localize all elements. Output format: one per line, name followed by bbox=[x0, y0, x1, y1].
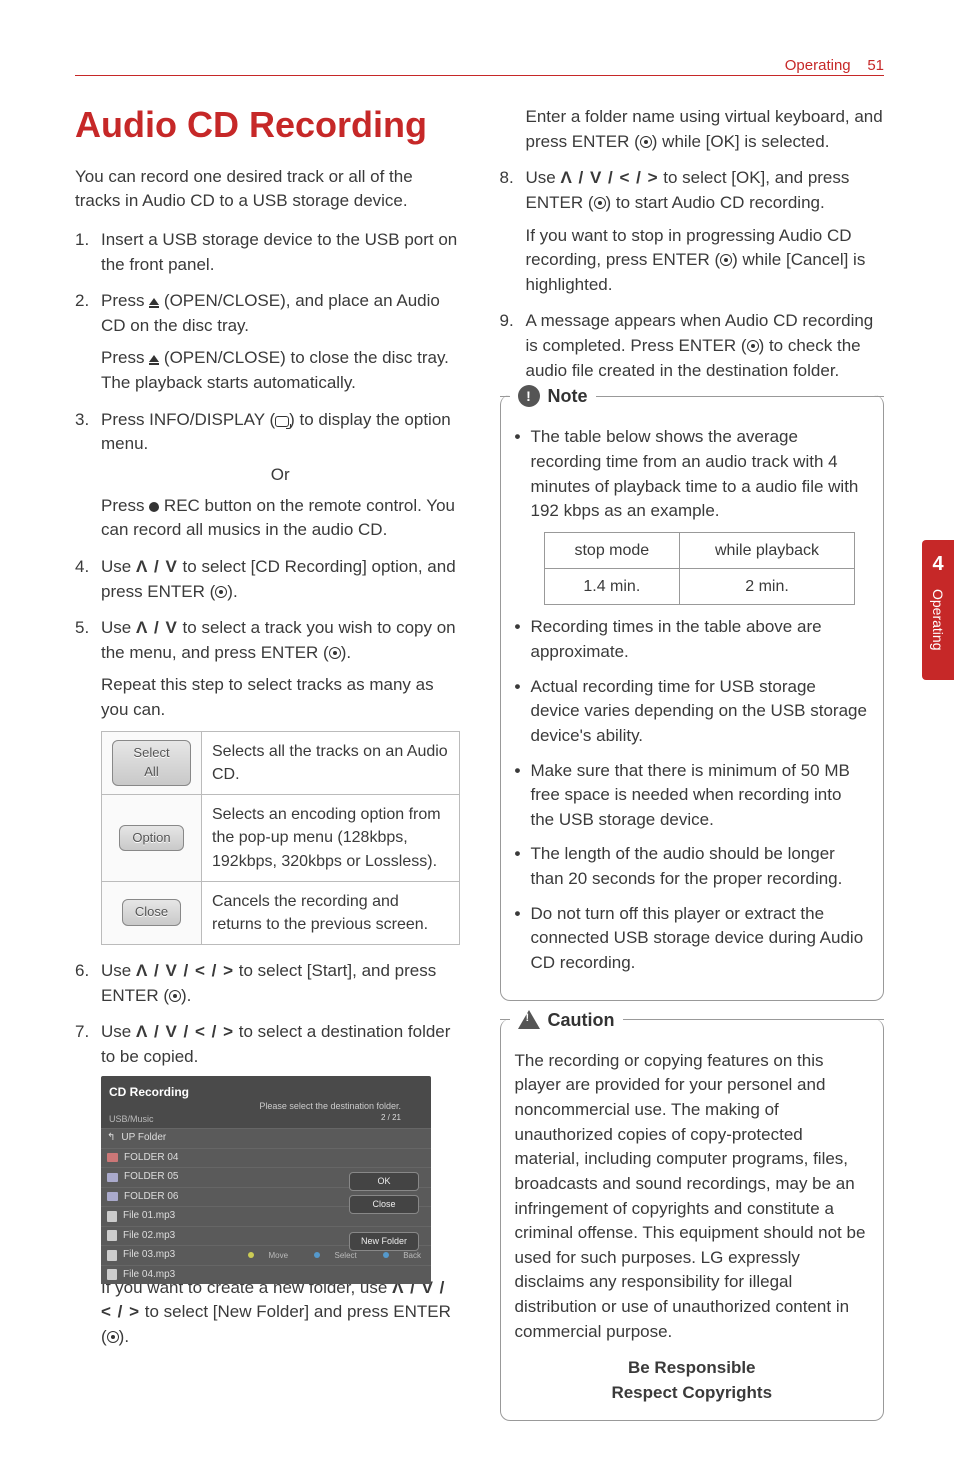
side-tab: 4 Operating bbox=[922, 540, 954, 680]
ss-ok-button: OK bbox=[349, 1172, 419, 1191]
note-icon: ! bbox=[518, 385, 540, 407]
caution-title: Caution bbox=[548, 1007, 615, 1033]
enter-icon bbox=[169, 990, 181, 1002]
ss-close-button: Close bbox=[349, 1195, 419, 1214]
side-tab-number: 4 bbox=[922, 550, 954, 579]
note-bullet: Do not turn off this player or extract t… bbox=[515, 902, 870, 976]
step-7: 7. Use Ʌ / V / < / > to select a destina… bbox=[75, 1020, 460, 1349]
nav-all-icon: Ʌ / V / < / > bbox=[560, 168, 658, 187]
rec-icon bbox=[149, 502, 159, 512]
step-1: 1. Insert a USB storage device to the US… bbox=[75, 228, 460, 277]
step-8: 8. Use Ʌ / V / < / > to select [OK], and… bbox=[500, 166, 885, 297]
caution-line2: Respect Copyrights bbox=[515, 1381, 870, 1406]
step-2: 2. Press (OPEN/CLOSE), and place an Audi… bbox=[75, 289, 460, 396]
page-title: Audio CD Recording bbox=[75, 105, 460, 145]
page-header: Operating 51 bbox=[785, 55, 884, 83]
note-bullet: The length of the audio should be longer… bbox=[515, 842, 870, 891]
note-bullet: The table below shows the average record… bbox=[515, 425, 870, 605]
enter-icon bbox=[720, 254, 732, 266]
enter-icon bbox=[640, 136, 652, 148]
recording-time-table: stop modewhile playback 1.4 min.2 min. bbox=[544, 532, 855, 605]
header-page: 51 bbox=[867, 57, 884, 74]
header-section: Operating bbox=[785, 57, 851, 74]
enter-icon bbox=[329, 647, 341, 659]
caution-body: The recording or copying features on thi… bbox=[515, 1049, 870, 1345]
step-6: 6. Use Ʌ / V / < / > to select [Start], … bbox=[75, 959, 460, 1008]
note-bullet: Actual recording time for USB storage de… bbox=[515, 675, 870, 749]
nav-updown-icon: Ʌ / V bbox=[136, 557, 178, 576]
note-bullet: Recording times in the table above are a… bbox=[515, 615, 870, 664]
header-rule bbox=[75, 75, 884, 76]
info-display-icon bbox=[275, 416, 289, 427]
eject-icon bbox=[149, 298, 159, 305]
step-7-continued: Enter a folder name using virtual keyboa… bbox=[500, 105, 885, 154]
enter-icon bbox=[747, 340, 759, 352]
eject-icon bbox=[149, 355, 159, 362]
enter-icon bbox=[594, 197, 606, 209]
table-row: Option Selects an encoding option from t… bbox=[102, 795, 460, 882]
table-row: Close Cancels the recording and returns … bbox=[102, 881, 460, 944]
select-all-button: Select All bbox=[112, 740, 191, 786]
nav-updown-icon: Ʌ / V bbox=[136, 618, 178, 637]
step-3: 3. Press INFO/DISPLAY () to display the … bbox=[75, 408, 460, 543]
table-row: Select All Selects all the tracks on an … bbox=[102, 731, 460, 794]
intro-text: You can record one desired track or all … bbox=[75, 165, 460, 214]
options-table: Select All Selects all the tracks on an … bbox=[101, 731, 460, 945]
enter-icon bbox=[107, 1331, 119, 1343]
nav-all-icon: Ʌ / V / < / > bbox=[136, 1022, 234, 1041]
caution-icon bbox=[518, 1010, 540, 1029]
nav-all-icon: Ʌ / V / < / > bbox=[136, 961, 234, 980]
enter-icon bbox=[215, 586, 227, 598]
cd-recording-screenshot: CD Recording Please select the destinati… bbox=[101, 1076, 431, 1266]
close-button: Close bbox=[122, 899, 181, 926]
note-box: ! Note The table below shows the average… bbox=[500, 395, 885, 1000]
step-4: 4. Use Ʌ / V to select [CD Recording] op… bbox=[75, 555, 460, 604]
caution-line1: Be Responsible bbox=[515, 1356, 870, 1381]
caution-box: Caution The recording or copying feature… bbox=[500, 1019, 885, 1421]
option-button: Option bbox=[119, 825, 183, 852]
step-9: 9. A message appears when Audio CD recor… bbox=[500, 309, 885, 383]
step-5: 5. Use Ʌ / V to select a track you wish … bbox=[75, 616, 460, 945]
note-title: Note bbox=[548, 383, 588, 409]
or-label: Or bbox=[101, 463, 460, 488]
note-bullet: Make sure that there is minimum of 50 MB… bbox=[515, 759, 870, 833]
side-tab-label: Operating bbox=[928, 589, 948, 650]
ss-newfolder-button: New Folder bbox=[349, 1232, 419, 1251]
